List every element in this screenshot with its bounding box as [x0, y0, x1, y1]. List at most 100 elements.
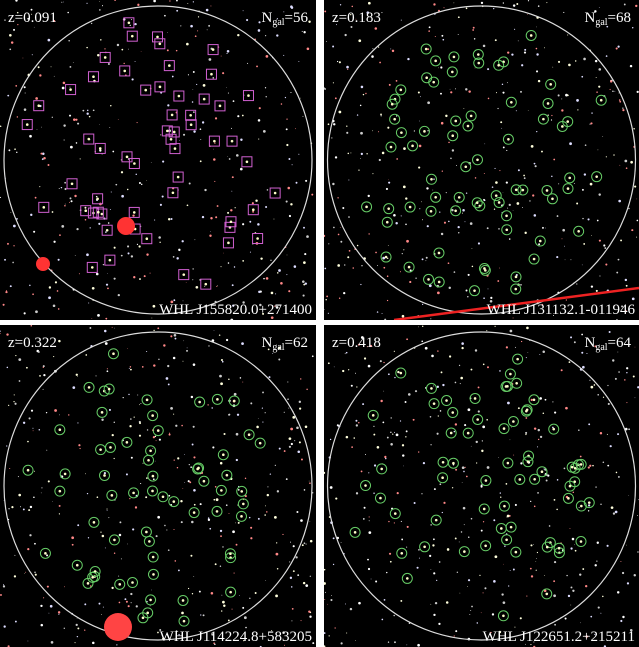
- star: [73, 118, 76, 121]
- star: [333, 82, 334, 83]
- star: [202, 121, 204, 123]
- star: [388, 521, 389, 522]
- star: [552, 67, 553, 68]
- star: [430, 569, 431, 570]
- star: [173, 529, 174, 530]
- star: [34, 543, 36, 545]
- star: [466, 289, 468, 291]
- star: [432, 544, 434, 546]
- star: [244, 616, 247, 619]
- star: [213, 149, 214, 150]
- star: [521, 64, 523, 66]
- star: [159, 439, 161, 441]
- galaxy: [87, 582, 90, 585]
- star: [625, 279, 627, 281]
- star: [346, 352, 348, 354]
- star: [291, 7, 293, 9]
- star: [463, 471, 465, 473]
- star: [617, 433, 619, 435]
- star: [97, 314, 100, 317]
- galaxy: [451, 71, 454, 74]
- star: [542, 227, 544, 229]
- galaxy: [91, 266, 94, 269]
- star: [325, 592, 326, 593]
- star: [297, 450, 300, 453]
- star: [421, 201, 422, 202]
- galaxy: [400, 372, 403, 375]
- star: [343, 292, 345, 294]
- star: [507, 208, 508, 209]
- star: [585, 585, 587, 587]
- galaxy: [569, 485, 572, 488]
- star: [141, 51, 142, 52]
- star: [71, 536, 74, 539]
- star: [104, 48, 105, 49]
- star: [473, 27, 475, 29]
- star: [484, 173, 485, 174]
- galaxy: [454, 120, 457, 123]
- star: [187, 204, 189, 206]
- star: [310, 576, 311, 577]
- star: [168, 495, 170, 497]
- star: [55, 281, 57, 283]
- star: [59, 188, 60, 189]
- star: [286, 200, 288, 202]
- star: [126, 601, 128, 603]
- star: [6, 290, 7, 291]
- star: [487, 366, 489, 368]
- galaxy: [595, 175, 598, 178]
- star: [226, 87, 227, 88]
- galaxy: [204, 283, 207, 286]
- star: [308, 610, 310, 612]
- star: [456, 165, 457, 166]
- star: [368, 531, 371, 534]
- star: [342, 207, 344, 209]
- star: [346, 66, 349, 69]
- star: [586, 353, 587, 354]
- star: [551, 115, 552, 116]
- star: [104, 330, 107, 333]
- star: [46, 450, 47, 451]
- star: [192, 101, 194, 103]
- galaxy: [365, 206, 368, 209]
- redshift-label: z=0.418: [332, 335, 381, 351]
- star: [130, 369, 132, 371]
- star: [106, 284, 108, 286]
- star: [350, 26, 352, 28]
- star: [520, 284, 521, 285]
- star: [106, 508, 107, 509]
- star: [223, 605, 225, 607]
- galaxy: [512, 420, 515, 423]
- star: [33, 430, 34, 431]
- star: [208, 517, 209, 518]
- star: [146, 180, 147, 181]
- star: [190, 25, 193, 28]
- star: [112, 151, 114, 153]
- star: [508, 585, 509, 586]
- star: [266, 55, 269, 58]
- star: [590, 122, 592, 124]
- star: [239, 595, 240, 596]
- star: [366, 153, 367, 154]
- star: [368, 472, 369, 473]
- star: [0, 594, 2, 596]
- star: [142, 366, 144, 368]
- star: [167, 32, 168, 33]
- star: [105, 231, 107, 233]
- galaxy: [379, 497, 382, 500]
- star: [423, 462, 425, 464]
- galaxy: [198, 401, 201, 404]
- star: [30, 506, 32, 508]
- galaxy: [146, 237, 149, 240]
- star: [513, 455, 514, 456]
- star: [152, 448, 153, 449]
- star: [620, 561, 621, 562]
- galaxy: [450, 432, 453, 435]
- aperture-circle: [4, 332, 312, 640]
- galaxy: [505, 214, 508, 217]
- star: [153, 330, 154, 331]
- star: [107, 368, 108, 369]
- galaxy: [69, 88, 72, 91]
- star: [443, 7, 444, 8]
- star: [542, 350, 545, 353]
